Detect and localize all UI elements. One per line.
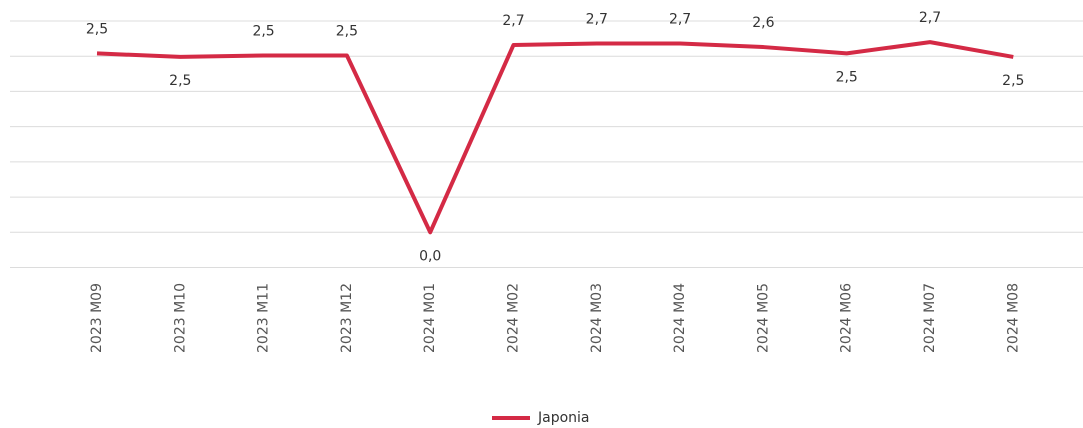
x-tick-label: 2024 M08 [1005,283,1021,353]
x-tick-label: 2023 M12 [339,283,355,353]
x-tick-label: 2024 M01 [422,283,438,353]
data-label: 2,5 [169,73,191,89]
series-line [96,40,1014,235]
data-label: 2,7 [919,10,941,26]
data-label: 2,6 [752,15,774,31]
data-label: 2,7 [586,12,608,28]
data-label: 2,5 [86,21,108,37]
x-tick-label: 2023 M10 [172,283,188,353]
x-tick-label: 2023 M11 [256,283,272,353]
data-label: 0,0 [419,248,441,264]
data-label: 2,5 [252,24,274,40]
x-tick-label: 2024 M07 [922,283,938,353]
data-label: 2,7 [669,12,691,28]
x-tick-label: 2023 M09 [89,283,105,353]
x-tick-label: 2024 M04 [672,283,688,353]
data-label: 2,5 [1002,73,1024,89]
data-label: 2,5 [336,24,358,40]
x-tick-label: 2024 M06 [839,283,855,353]
data-label: 2,5 [836,69,858,85]
x-tick-label: 2024 M02 [506,283,522,353]
data-label: 2,7 [502,13,524,29]
legend-label: Japonia [537,410,590,426]
x-tick-label: 2024 M05 [755,283,771,353]
x-tick-label: 2024 M03 [589,283,605,353]
